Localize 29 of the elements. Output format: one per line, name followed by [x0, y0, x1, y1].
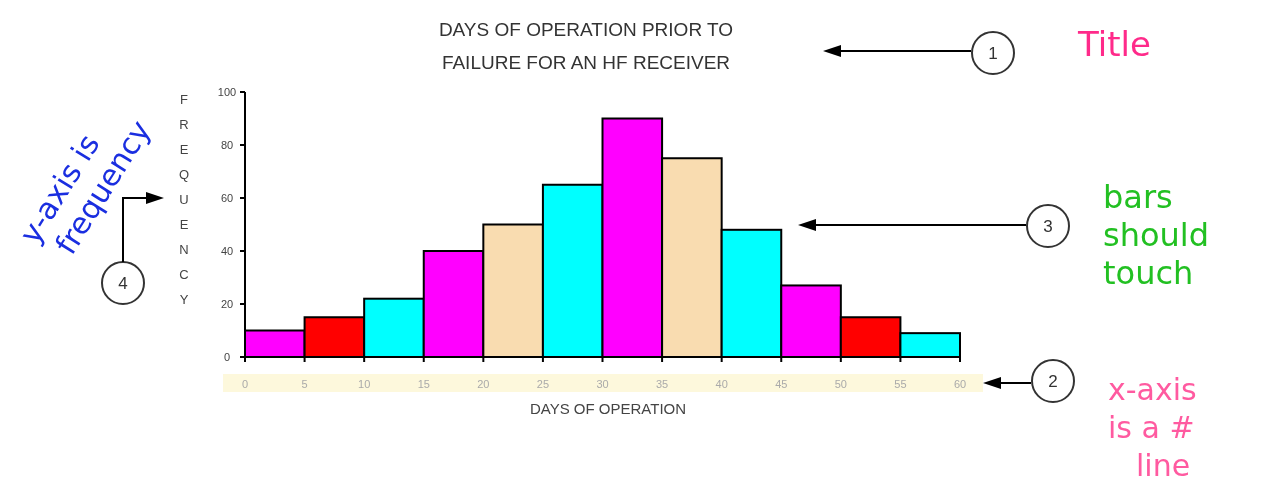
- y-tick-label: 0: [223, 351, 231, 363]
- x-tick-label: 25: [536, 378, 550, 390]
- x-tick-label: 40: [715, 378, 728, 390]
- text: 2: [1048, 372, 1058, 391]
- text: 3: [1043, 217, 1053, 236]
- text: Title: [1077, 24, 1151, 64]
- text: 4: [118, 274, 128, 293]
- x-tick-label: 5: [301, 378, 308, 390]
- y-tick-label: 40: [220, 245, 234, 257]
- x-tick-label: 55: [894, 378, 907, 390]
- y-tick-label: 100: [217, 86, 237, 98]
- x-tick-label: 10: [358, 378, 371, 390]
- x-tick-label: 20: [477, 378, 490, 390]
- text: 1: [988, 44, 998, 63]
- y-tick-label: 80: [220, 139, 234, 151]
- chart-title: DAYS OF OPERATION PRIOR TO FAILURE FOR AN HF RECEIVER: [438, 19, 734, 73]
- x-tick-label: 15: [417, 378, 430, 390]
- x-tick-label: 35: [655, 378, 669, 390]
- x-tick-label: 0: [241, 378, 249, 390]
- x-tick-label: 50: [834, 378, 847, 390]
- y-tick-label: 60: [220, 192, 234, 204]
- text: x-axis is a # line: [1108, 372, 1197, 483]
- x-axis-title: DAYS OF OPERATION: [529, 400, 687, 417]
- text: FREQUENCY: [178, 92, 190, 307]
- x-tick-label: 60: [953, 378, 967, 390]
- text: bars should touch: [1103, 178, 1210, 292]
- x-tick-label: 45: [775, 378, 788, 390]
- x-tick-label: 30: [596, 378, 609, 390]
- y-tick-label: 20: [220, 298, 234, 310]
